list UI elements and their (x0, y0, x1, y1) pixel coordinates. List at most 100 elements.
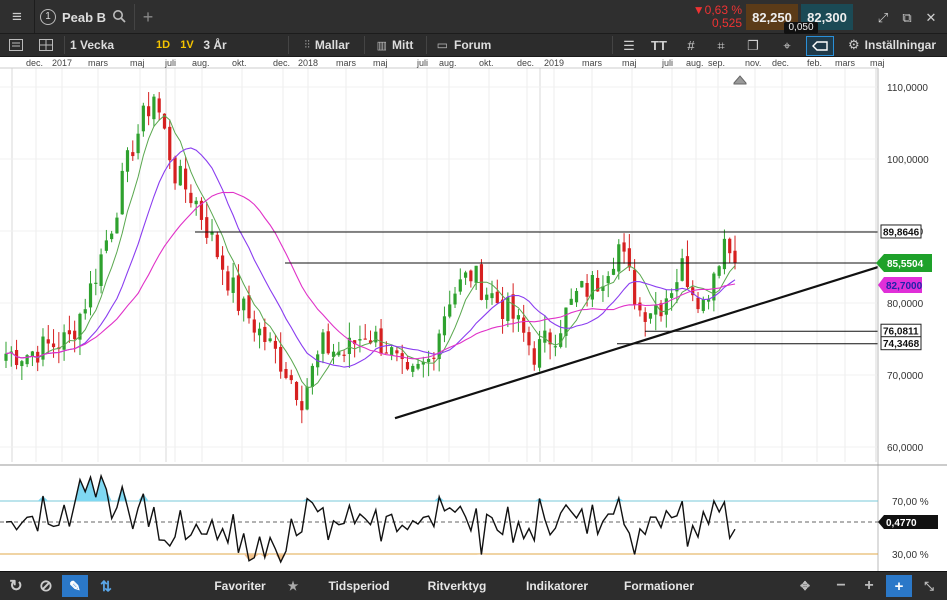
crosshair-toggle-icon[interactable]: + (886, 575, 912, 597)
candle-body (522, 317, 526, 333)
timeline-label: maj (622, 58, 637, 68)
candle-body (73, 330, 77, 340)
chip-1d[interactable]: 1D (155, 39, 171, 51)
candle-body (437, 333, 441, 360)
candle-body (110, 233, 114, 240)
instrument-name: Peab B (62, 9, 107, 25)
timeline-label: maj (870, 58, 885, 68)
star-icon[interactable]: ★ (287, 579, 299, 593)
mine-button[interactable]: ▥ Mitt (370, 36, 420, 54)
chip-1v[interactable]: 1V (180, 39, 194, 51)
candle-body (495, 291, 499, 303)
expand-icon[interactable]: ⤢ (877, 9, 889, 25)
price-tag-icon[interactable] (806, 36, 834, 56)
candle-body (363, 338, 367, 340)
time-period-button[interactable]: Tidsperiod (328, 579, 390, 593)
candle-body (205, 217, 209, 238)
pencil-icon[interactable]: ✎ (62, 575, 88, 597)
candle-body (257, 328, 262, 336)
candle-body (590, 275, 594, 300)
text-size-icon[interactable]: TT (651, 37, 667, 53)
candle-body (358, 339, 362, 341)
grid-icon[interactable]: # (687, 37, 695, 53)
candle-body (559, 333, 563, 347)
candle-body (305, 386, 309, 410)
instrument-selector[interactable]: 1 Peab B (36, 4, 132, 30)
candle-body (347, 337, 351, 355)
candle-body (516, 315, 521, 320)
candle-body (284, 368, 288, 378)
search-icon[interactable] (112, 9, 126, 26)
fit-icon[interactable]: ⤡ (924, 578, 934, 593)
formations-button[interactable]: Formationer (623, 579, 694, 593)
refresh-icon[interactable]: ↻ (9, 578, 23, 595)
close-icon[interactable]: ✕ (925, 9, 937, 25)
candle-body (442, 316, 447, 336)
candle-body (633, 269, 637, 305)
sort-arrows-icon[interactable]: ⇅ (100, 577, 112, 594)
bars-icon: ▥ (376, 39, 388, 52)
candle-body (20, 361, 24, 367)
timeline-label: aug. (192, 58, 210, 68)
move-icon[interactable]: ✥ (799, 579, 811, 593)
ma-long-line (5, 191, 736, 360)
candle-body (432, 357, 436, 359)
candle-body (215, 234, 219, 258)
candle-body (220, 255, 225, 270)
label-support-2-box (880, 336, 922, 351)
add-tab-button[interactable]: + (134, 4, 161, 30)
candle-body (585, 282, 589, 297)
ma-price-tag (878, 277, 922, 293)
candle-body (485, 294, 489, 300)
zoom-out-icon[interactable]: − (836, 577, 846, 594)
candle-body (463, 272, 468, 278)
candle-body (643, 312, 647, 322)
trendline (394, 265, 879, 420)
crosshair-grid-icon[interactable]: ⌗ (717, 37, 725, 53)
zoom-in-icon[interactable]: + (864, 577, 874, 594)
range-selector[interactable]: 3 År (203, 38, 227, 52)
candle-body (400, 353, 404, 360)
candle-body (596, 277, 600, 292)
change-absolute: 0,525 (711, 16, 742, 30)
label-support-1: 76,0811 (883, 327, 919, 338)
period-selector[interactable]: 1 Vecka (70, 38, 115, 52)
price-chart[interactable]: dec. 2017 mars maj juli aug. okt. dec. 2018 mars m… (0, 57, 947, 571)
candle-body (680, 258, 684, 281)
candle-body (41, 336, 45, 360)
bid-button[interactable]: 82,250 (746, 4, 798, 30)
list-icon[interactable] (6, 36, 26, 54)
block-icon[interactable]: ⊘ (39, 578, 53, 595)
layout-icon[interactable] (36, 36, 56, 54)
candle-body (131, 152, 135, 157)
windows-icon[interactable]: ❐ (747, 37, 759, 53)
candle-body (670, 293, 674, 298)
crosshair-icon[interactable]: ⌖ (783, 37, 791, 53)
candle-body (379, 328, 383, 354)
candle-body (411, 365, 415, 372)
popout-icon[interactable]: ⧉ (902, 9, 912, 25)
candle-body (395, 350, 399, 354)
candle-body (701, 299, 705, 311)
settings-button[interactable]: ⚙ Inställningar (842, 36, 942, 54)
indicators-button[interactable]: Indikatorer (525, 579, 588, 593)
favorites-button[interactable]: Favoriter (214, 579, 266, 593)
osc-upper-label: 70,00 % (892, 497, 929, 508)
chart-area[interactable]: dec. 2017 mars maj juli aug. okt. dec. 2018 mars m… (0, 57, 947, 571)
candle-body (712, 273, 716, 301)
drawing-tools-button[interactable]: Ritverktyg (427, 579, 487, 593)
candle-body (210, 231, 214, 235)
timeline-label: 2018 (298, 58, 318, 68)
candle-body (268, 338, 272, 342)
candle-body (654, 305, 658, 315)
plus-icon: + (142, 6, 154, 27)
candle-body (125, 150, 130, 172)
menu-button[interactable]: ≡ (0, 0, 35, 33)
forum-button[interactable]: ▭ Forum (432, 36, 496, 54)
candle-body (580, 281, 584, 288)
timeline-label: dec. (273, 58, 290, 68)
templates-button[interactable]: ⫶⫶ Mallar (296, 36, 358, 54)
document-icon[interactable]: ☰ (623, 37, 635, 53)
osc-lower-label: 30,00 % (892, 550, 929, 561)
sliders-icon: ⫶⫶ (304, 38, 310, 51)
